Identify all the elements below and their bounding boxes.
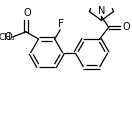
Text: O: O xyxy=(122,22,130,32)
Text: N: N xyxy=(98,6,105,16)
Text: O: O xyxy=(23,8,31,18)
Text: O: O xyxy=(5,32,12,42)
Text: F: F xyxy=(58,19,64,29)
Text: CH₃: CH₃ xyxy=(0,33,15,42)
